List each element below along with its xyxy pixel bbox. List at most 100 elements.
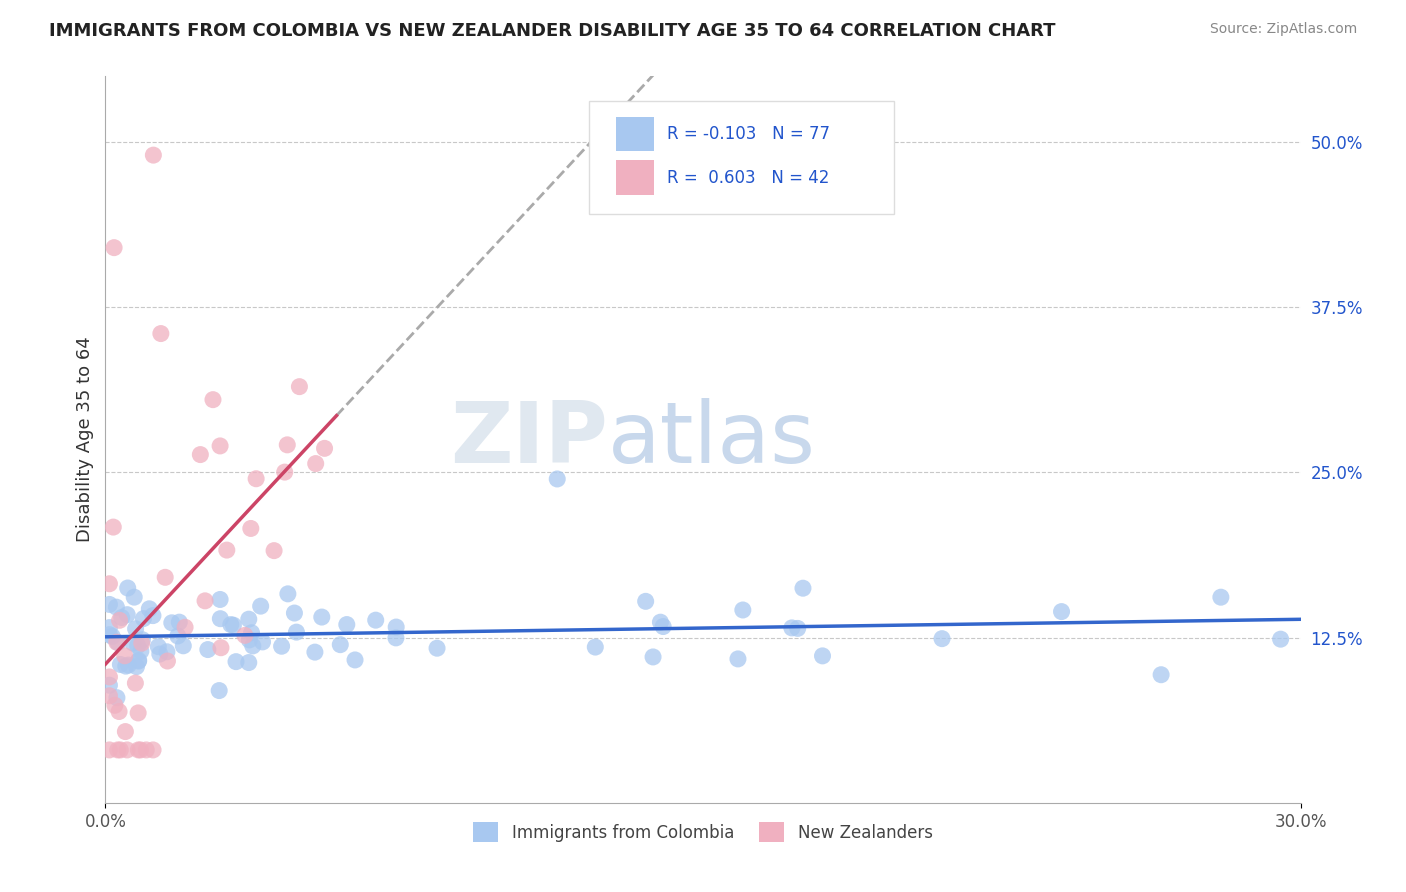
Point	[641, 649, 664, 664]
Point	[114, 648, 136, 663]
Point	[105, 635, 128, 649]
Point	[385, 631, 408, 645]
Point	[1050, 605, 1073, 619]
Point	[233, 628, 256, 642]
Point	[270, 639, 292, 653]
Point	[209, 439, 232, 453]
Point	[98, 576, 121, 591]
Point	[110, 743, 132, 757]
Point	[786, 621, 808, 635]
Point	[111, 610, 134, 624]
Point	[142, 743, 165, 757]
Point	[208, 683, 231, 698]
Point	[197, 642, 219, 657]
Legend: Immigrants from Colombia, New Zealanders: Immigrants from Colombia, New Zealanders	[467, 815, 939, 849]
Point	[98, 689, 121, 703]
Point	[426, 641, 449, 656]
Point	[792, 581, 814, 595]
Point	[153, 570, 177, 584]
Point	[249, 599, 271, 614]
Point	[277, 587, 299, 601]
Point	[131, 636, 153, 650]
Text: ZIP: ZIP	[450, 398, 607, 481]
Point	[225, 655, 247, 669]
Point	[329, 638, 352, 652]
Point	[124, 676, 146, 690]
Point	[273, 465, 295, 479]
Point	[156, 645, 179, 659]
Point	[238, 612, 260, 626]
Point	[209, 640, 232, 655]
Point	[107, 743, 129, 757]
Point	[129, 743, 152, 757]
Point	[276, 438, 298, 452]
Point	[304, 645, 326, 659]
Point	[149, 647, 172, 661]
Point	[110, 657, 132, 672]
Point	[314, 442, 336, 456]
Text: R = -0.103   N = 77: R = -0.103 N = 77	[666, 125, 830, 143]
Point	[138, 602, 160, 616]
Point	[105, 690, 128, 705]
Point	[240, 625, 263, 640]
Point	[188, 448, 211, 462]
Point	[344, 653, 367, 667]
Point	[108, 613, 131, 627]
Point	[209, 592, 232, 607]
Point	[174, 620, 197, 634]
Point	[311, 610, 333, 624]
Point	[245, 472, 267, 486]
Point	[98, 678, 121, 692]
Point	[131, 632, 153, 647]
Point	[285, 625, 308, 640]
Point	[104, 698, 127, 713]
Point	[650, 615, 672, 630]
Point	[107, 635, 129, 649]
Point	[98, 621, 121, 635]
Point	[634, 594, 657, 608]
Point	[239, 521, 262, 535]
Point	[98, 628, 121, 642]
Point	[546, 472, 568, 486]
Point	[169, 615, 191, 629]
Point	[1209, 591, 1232, 605]
Point	[142, 148, 165, 162]
Point	[336, 617, 359, 632]
Point	[652, 619, 675, 633]
Point	[101, 629, 124, 643]
Point	[117, 581, 139, 595]
Text: atlas: atlas	[607, 398, 815, 481]
Y-axis label: Disability Age 35 to 64: Disability Age 35 to 64	[76, 336, 94, 542]
Point	[117, 658, 139, 673]
Point	[583, 640, 606, 654]
Point	[108, 705, 131, 719]
Point	[115, 743, 138, 757]
Point	[156, 654, 179, 668]
Point	[115, 607, 138, 622]
Point	[114, 659, 136, 673]
Point	[780, 621, 803, 635]
Point	[142, 608, 165, 623]
Point	[127, 639, 149, 653]
Point	[122, 636, 145, 650]
Point	[128, 653, 150, 667]
Point	[160, 615, 183, 630]
Point	[242, 639, 264, 653]
Point	[114, 724, 136, 739]
Point	[811, 648, 834, 663]
Point	[215, 543, 238, 558]
Point	[305, 457, 328, 471]
Point	[263, 543, 285, 558]
Point	[129, 644, 152, 658]
Point	[731, 603, 754, 617]
Point	[201, 392, 224, 407]
Point	[124, 622, 146, 636]
Point	[128, 654, 150, 668]
Point	[238, 656, 260, 670]
Point	[1270, 632, 1292, 647]
Point	[166, 629, 188, 643]
Point	[194, 594, 217, 608]
Point	[238, 632, 260, 647]
Point	[98, 598, 121, 612]
Text: IMMIGRANTS FROM COLOMBIA VS NEW ZEALANDER DISABILITY AGE 35 TO 64 CORRELATION CH: IMMIGRANTS FROM COLOMBIA VS NEW ZEALANDE…	[49, 22, 1056, 40]
